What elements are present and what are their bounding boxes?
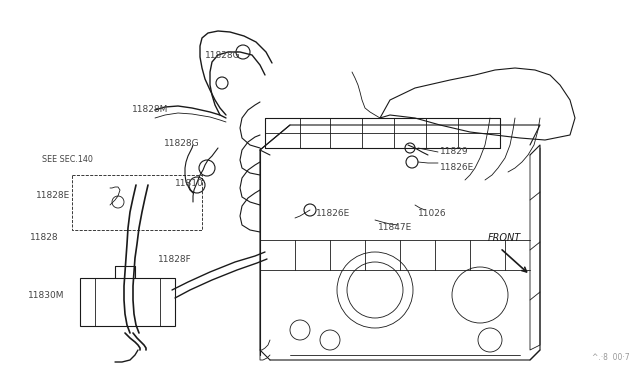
Text: 11828E: 11828E <box>36 190 70 199</box>
Text: FRONT: FRONT <box>488 233 521 243</box>
Text: 11828G: 11828G <box>164 138 200 148</box>
Text: 11828G: 11828G <box>205 51 241 60</box>
Text: 11026: 11026 <box>418 208 447 218</box>
Text: ^.·8  00·7: ^.·8 00·7 <box>593 353 630 362</box>
Text: 11810: 11810 <box>175 179 204 187</box>
Bar <box>80 278 175 326</box>
Text: 11826E: 11826E <box>440 164 474 173</box>
Text: 11828M: 11828M <box>132 106 168 115</box>
Text: SEE SEC.140: SEE SEC.140 <box>42 155 93 164</box>
Text: 11829: 11829 <box>440 148 468 157</box>
Bar <box>72 175 202 230</box>
Text: 11847E: 11847E <box>378 224 412 232</box>
Text: 11828: 11828 <box>30 234 59 243</box>
Text: 11826E: 11826E <box>316 208 350 218</box>
Text: 11830M: 11830M <box>28 291 65 299</box>
Text: 11828F: 11828F <box>158 256 192 264</box>
